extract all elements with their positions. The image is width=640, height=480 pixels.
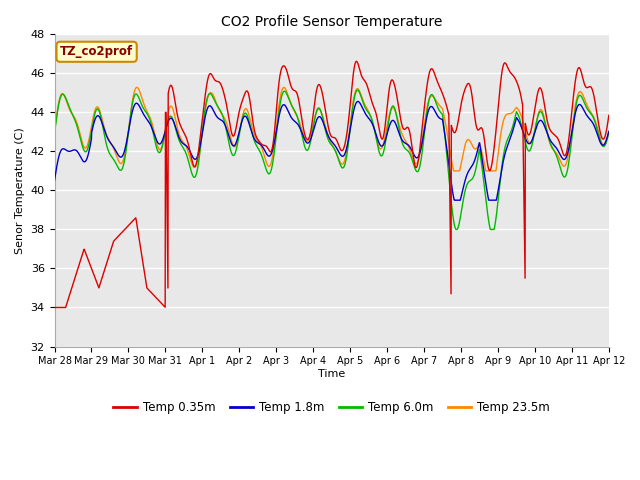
Y-axis label: Senor Temperature (C): Senor Temperature (C): [15, 127, 25, 254]
Legend: Temp 0.35m, Temp 1.8m, Temp 6.0m, Temp 23.5m: Temp 0.35m, Temp 1.8m, Temp 6.0m, Temp 2…: [109, 396, 555, 419]
Text: TZ_co2prof: TZ_co2prof: [60, 45, 133, 58]
X-axis label: Time: Time: [318, 369, 346, 379]
Title: CO2 Profile Sensor Temperature: CO2 Profile Sensor Temperature: [221, 15, 442, 29]
